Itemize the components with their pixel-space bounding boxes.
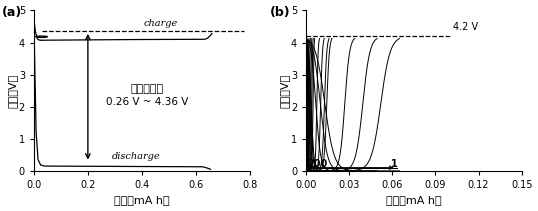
Text: (a): (a) <box>2 6 22 19</box>
X-axis label: 容量（mA h）: 容量（mA h） <box>386 195 442 206</box>
Text: 1: 1 <box>391 159 398 169</box>
Text: 0.26 V ~ 4.36 V: 0.26 V ~ 4.36 V <box>106 97 188 107</box>
Y-axis label: 电压（V）: 电压（V） <box>8 74 17 108</box>
Text: 电化学窗口: 电化学窗口 <box>131 84 164 94</box>
Text: charge: charge <box>144 19 178 28</box>
Text: 200: 200 <box>308 159 328 169</box>
Text: 4.2 V: 4.2 V <box>452 22 478 32</box>
Text: (b): (b) <box>270 6 290 19</box>
Y-axis label: 电压（V）: 电压（V） <box>279 74 289 108</box>
X-axis label: 容量（mA h）: 容量（mA h） <box>114 195 169 206</box>
Text: discharge: discharge <box>112 152 161 161</box>
